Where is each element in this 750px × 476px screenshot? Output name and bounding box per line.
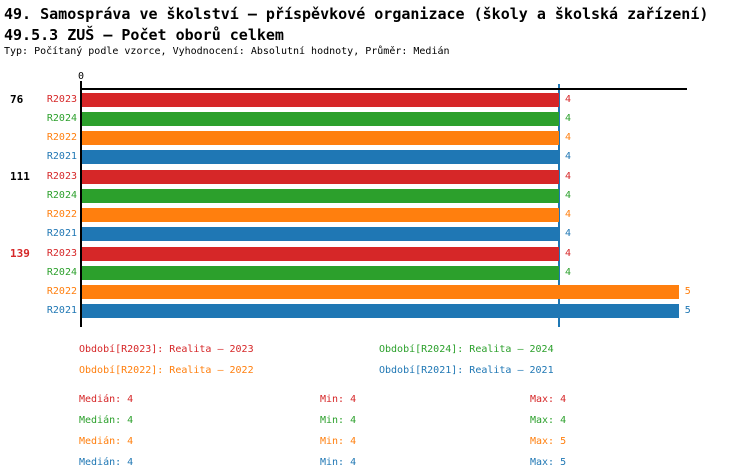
group-label: 76 xyxy=(10,93,24,106)
bar xyxy=(82,304,679,318)
bar xyxy=(82,112,559,126)
stat-min: Min: 4 xyxy=(320,394,357,405)
x-axis-zero-tick-label: 0 xyxy=(77,71,85,82)
bar-value-label: 4 xyxy=(565,132,572,143)
bar-row-label: R2024 xyxy=(46,190,77,201)
stat-max: Max: 4 xyxy=(530,415,567,426)
bar xyxy=(82,208,559,222)
bar-value-label: 4 xyxy=(565,94,572,105)
page-title: 49. Samospráva ve školství – příspěvkové… xyxy=(4,5,709,23)
bar-value-label: 4 xyxy=(565,228,572,239)
bar xyxy=(82,227,559,241)
stat-max: Max: 4 xyxy=(530,394,567,405)
median-marker-line xyxy=(558,84,560,327)
x-axis-line xyxy=(80,88,687,90)
bar xyxy=(82,266,559,280)
bar-row-label: R2022 xyxy=(46,209,77,220)
bar xyxy=(82,247,559,261)
stat-median: Medián: 4 xyxy=(79,436,134,447)
bar-value-label: 5 xyxy=(684,305,691,316)
bar-value-label: 4 xyxy=(565,248,572,259)
bar-value-label: 4 xyxy=(565,151,572,162)
bar xyxy=(82,150,559,164)
legend-item: Období[R2024]: Realita – 2024 xyxy=(379,344,554,355)
chart-meta-line: Typ: Počítaný podle vzorce, Vyhodnocení:… xyxy=(4,46,450,57)
bar-row-label: R2023 xyxy=(46,248,77,259)
group-label: 111 xyxy=(10,170,30,183)
bar-row-label: R2021 xyxy=(46,228,77,239)
bar-row-label: R2021 xyxy=(46,151,77,162)
bar-value-label: 4 xyxy=(565,267,572,278)
y-axis-line xyxy=(80,81,82,327)
bar-value-label: 4 xyxy=(565,209,572,220)
bar-row-label: R2021 xyxy=(46,305,77,316)
bar-row-label: R2022 xyxy=(46,132,77,143)
group-label: 139 xyxy=(10,247,30,260)
bar xyxy=(82,285,679,299)
chart-subtitle: 49.5.3 ZUŠ – Počet oborů celkem xyxy=(4,26,284,44)
bar xyxy=(82,93,559,107)
stat-median: Medián: 4 xyxy=(79,394,134,405)
legend-item: Období[R2022]: Realita – 2022 xyxy=(79,365,254,376)
bar-row-label: R2023 xyxy=(46,94,77,105)
stat-median: Medián: 4 xyxy=(79,457,134,468)
bar-value-label: 4 xyxy=(565,190,572,201)
legend-item: Období[R2023]: Realita – 2023 xyxy=(79,344,254,355)
bar-value-label: 4 xyxy=(565,171,572,182)
bar xyxy=(82,131,559,145)
stat-min: Min: 4 xyxy=(320,436,357,447)
bar-row-label: R2024 xyxy=(46,267,77,278)
bar xyxy=(82,170,559,184)
bar-value-label: 5 xyxy=(684,286,691,297)
stat-median: Medián: 4 xyxy=(79,415,134,426)
stat-min: Min: 4 xyxy=(320,415,357,426)
bar xyxy=(82,189,559,203)
bar-row-label: R2023 xyxy=(46,171,77,182)
stat-max: Max: 5 xyxy=(530,436,567,447)
bar-value-label: 4 xyxy=(565,113,572,124)
legend-item: Období[R2021]: Realita – 2021 xyxy=(379,365,554,376)
stat-max: Max: 5 xyxy=(530,457,567,468)
stat-min: Min: 4 xyxy=(320,457,357,468)
bar-row-label: R2024 xyxy=(46,113,77,124)
bar-row-label: R2022 xyxy=(46,286,77,297)
